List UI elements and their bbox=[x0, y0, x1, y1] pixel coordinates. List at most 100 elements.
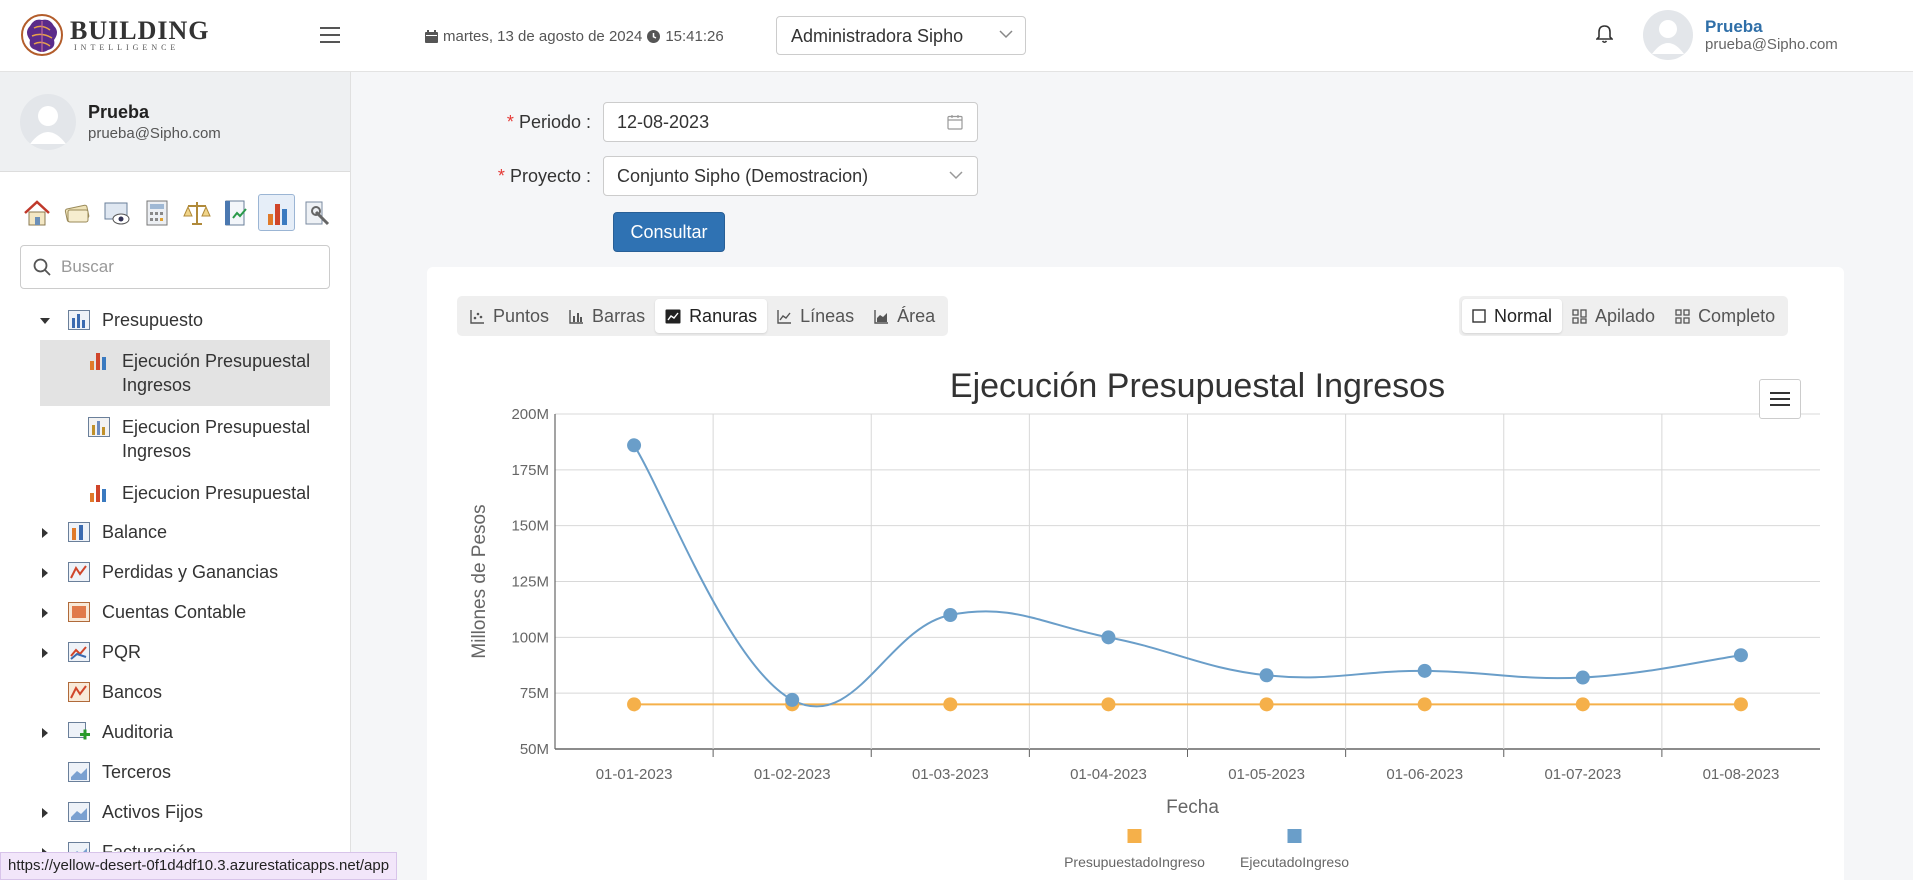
chart-type-lineas[interactable]: Líneas bbox=[767, 299, 864, 333]
balance-icon bbox=[68, 522, 90, 542]
bell-icon[interactable] bbox=[1596, 24, 1613, 44]
chart-bar-icon bbox=[90, 485, 106, 502]
role-select[interactable]: Administradora Sipho bbox=[776, 16, 1026, 55]
nav-item-cuentas-contable[interactable]: Cuentas Contable bbox=[0, 592, 351, 632]
stack-normal[interactable]: Normal bbox=[1462, 299, 1563, 333]
scale-icon[interactable] bbox=[178, 194, 215, 231]
caret-right-icon[interactable] bbox=[42, 608, 48, 618]
caret-down-icon[interactable] bbox=[40, 318, 50, 324]
caret-right-icon[interactable] bbox=[42, 648, 48, 658]
nav-item-label: Activos Fijos bbox=[102, 802, 204, 822]
spline-chart-icon bbox=[665, 309, 681, 323]
nav-subitem-label: Ejecucion Presupuestal bbox=[122, 483, 311, 503]
date-text: martes, 13 de agosto de 2024 bbox=[443, 28, 643, 45]
data-point bbox=[1417, 697, 1432, 712]
x-tick-label: 01-06-2023 bbox=[1386, 766, 1463, 783]
legend-swatch bbox=[1287, 829, 1302, 843]
audit-add-icon bbox=[68, 722, 90, 740]
periodo-date-input[interactable]: 12-08-2023 bbox=[603, 102, 978, 142]
scatter-icon bbox=[470, 309, 484, 324]
sidebar-search[interactable] bbox=[20, 245, 330, 289]
stack-completo[interactable]: Completo bbox=[1665, 299, 1785, 333]
nav-subitem-ejecucion-ingresos[interactable]: Ejecución Presupuestal Ingresos bbox=[40, 340, 330, 406]
x-tick-label: 01-03-2023 bbox=[912, 766, 989, 783]
stack-apilado[interactable]: Apilado bbox=[1562, 299, 1665, 333]
home-icon[interactable] bbox=[18, 194, 55, 231]
nav-item-auditoria[interactable]: Auditoria bbox=[0, 712, 351, 752]
legend-label: PresupuestadoIngreso bbox=[1064, 854, 1205, 870]
monitor-eye-icon[interactable] bbox=[98, 194, 135, 231]
accounts-icon bbox=[68, 602, 90, 622]
data-point bbox=[1733, 697, 1748, 712]
calendar-icon[interactable] bbox=[947, 114, 963, 130]
tools-icon[interactable] bbox=[298, 194, 335, 231]
nav-item-pqr[interactable]: PQR bbox=[0, 632, 351, 672]
nav-item-terceros[interactable]: Terceros bbox=[0, 752, 351, 792]
calculator-icon[interactable] bbox=[138, 194, 175, 231]
logo-title: BUILDING bbox=[70, 16, 210, 45]
data-point bbox=[943, 697, 958, 712]
nav-subitem-label: Ejecución Presupuestal Ingresos bbox=[122, 351, 311, 395]
nav-item-presupuesto[interactable]: Presupuesto bbox=[0, 300, 351, 340]
data-point bbox=[1417, 663, 1432, 678]
sidebar: Prueba prueba@Sipho.com Presupuesto Ejec… bbox=[0, 72, 351, 880]
proyecto-label: * Proyecto : bbox=[497, 165, 591, 186]
y-tick-label: 175M bbox=[511, 462, 549, 479]
nav-subitem-label: Ejecucion Presupuestal Ingresos bbox=[122, 417, 311, 461]
data-point bbox=[1575, 670, 1590, 685]
top-bar: BUILDING INTELLIGENCE martes, 13 de agos… bbox=[0, 0, 1913, 72]
chevron-down-icon bbox=[949, 171, 963, 180]
caret-right-icon[interactable] bbox=[42, 528, 48, 538]
chart-type-area[interactable]: Área bbox=[864, 299, 945, 333]
chart-bar-icon bbox=[90, 353, 106, 370]
chart-type-ranuras[interactable]: Ranuras bbox=[655, 299, 768, 333]
x-tick-label: 01-08-2023 bbox=[1703, 766, 1780, 783]
logo[interactable]: BUILDING INTELLIGENCE bbox=[20, 12, 209, 58]
chart-menu-button[interactable] bbox=[1759, 379, 1801, 419]
user-menu[interactable]: Prueba prueba@Sipho.com bbox=[1643, 10, 1838, 60]
chart-title: Ejecución Presupuestal Ingresos bbox=[950, 367, 1445, 405]
x-tick-label: 01-01-2023 bbox=[596, 766, 673, 783]
chart-type-barras[interactable]: Barras bbox=[559, 299, 655, 333]
grid-icon bbox=[1675, 308, 1690, 324]
data-point bbox=[1259, 668, 1274, 683]
role-select-value: Administradora Sipho bbox=[791, 26, 964, 46]
chart-card: Puntos Barras Ranuras Líneas Área bbox=[427, 267, 1844, 880]
caret-right-icon[interactable] bbox=[42, 728, 48, 738]
money-icon[interactable] bbox=[58, 194, 95, 231]
nav-item-label: Terceros bbox=[102, 762, 172, 782]
proyecto-select[interactable]: Conjunto Sipho (Demostracion) bbox=[603, 156, 978, 196]
nav-item-label: Perdidas y Ganancias bbox=[102, 562, 279, 582]
nav-subitem-ejecucion-presupuestal[interactable]: Ejecucion Presupuestal bbox=[40, 472, 330, 512]
nav-item-balance[interactable]: Balance bbox=[0, 512, 351, 552]
area-chart-icon bbox=[874, 309, 889, 324]
consultar-button[interactable]: Consultar bbox=[613, 212, 725, 252]
chart-bar-icon[interactable] bbox=[258, 194, 295, 231]
nav-subitem-ejecucion-ingresos-2[interactable]: Ejecucion Presupuestal Ingresos bbox=[40, 406, 330, 472]
user-email: prueba@Sipho.com bbox=[1705, 36, 1838, 53]
caret-right-icon[interactable] bbox=[42, 808, 48, 818]
budget-chart-icon bbox=[88, 417, 110, 437]
search-input[interactable] bbox=[61, 257, 301, 277]
main-content: * Periodo : 12-08-2023 * Proyecto : Conjun… bbox=[351, 72, 1913, 880]
x-tick-label: 01-05-2023 bbox=[1228, 766, 1305, 783]
nav-item-bancos[interactable]: Bancos bbox=[0, 672, 351, 712]
avatar bbox=[20, 93, 76, 150]
nav-item-perdidas-ganancias[interactable]: Perdidas y Ganancias bbox=[0, 552, 351, 592]
user-name: Prueba bbox=[1705, 17, 1763, 36]
x-axis-label: Fecha bbox=[1166, 797, 1219, 818]
data-point bbox=[1575, 697, 1590, 712]
nav-item-activos-fijos[interactable]: Activos Fijos bbox=[0, 792, 351, 832]
module-toolbar bbox=[18, 194, 335, 231]
chart-area: Ejecución Presupuestal Ingresos 50M 75M 100… bbox=[469, 367, 1820, 870]
data-point bbox=[627, 438, 642, 453]
chart-type-puntos[interactable]: Puntos bbox=[460, 299, 559, 333]
menu-toggle-icon[interactable] bbox=[320, 27, 340, 45]
report-icon[interactable] bbox=[218, 194, 255, 231]
pqr-icon bbox=[68, 642, 90, 662]
legend-label: EjecutadoIngreso bbox=[1240, 854, 1349, 870]
nav-item-label: Cuentas Contable bbox=[102, 602, 247, 622]
caret-right-icon[interactable] bbox=[42, 568, 48, 578]
data-point bbox=[943, 608, 958, 622]
y-tick-label: 150M bbox=[511, 518, 549, 535]
